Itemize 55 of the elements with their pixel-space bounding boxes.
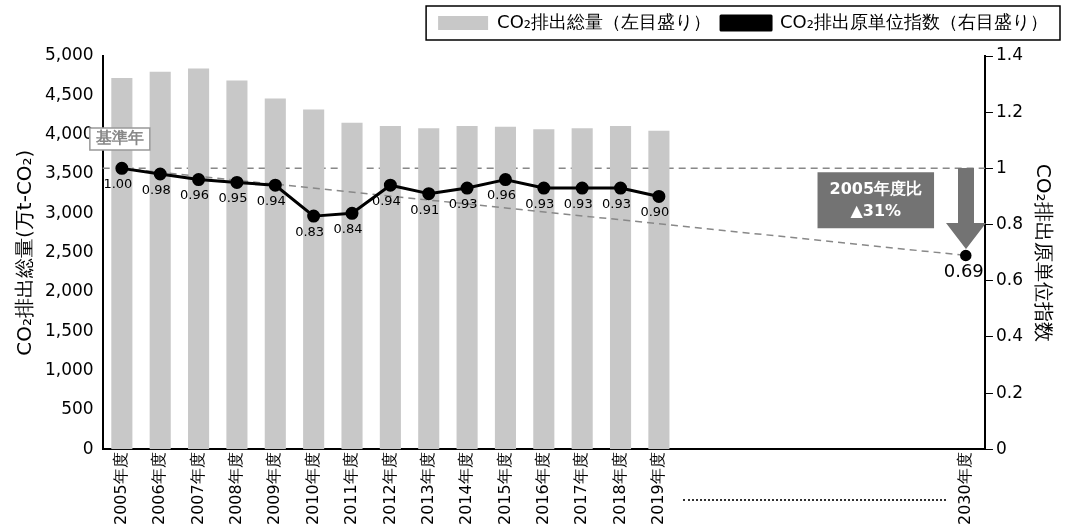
y2-tick-label: 0.6 [995,269,1024,290]
y-tick-label: 5,000 [45,44,94,65]
y-tick-label: 2,000 [45,280,94,301]
x-tick-label: 2008年度 [226,452,246,525]
data-label: 0.93 [602,195,632,211]
y2-tick-label: 1 [995,156,1007,177]
data-label: 0.91 [410,201,440,217]
y-tick-label: 500 [61,398,94,419]
x-tick-label: 2014年度 [456,452,476,525]
y-tick-label: 0 [82,437,94,458]
data-label: 0.93 [563,195,593,211]
y-tick-label: 3,000 [45,201,94,222]
data-label: 0.93 [448,195,478,211]
x-tick-label: 2030年度 [954,452,974,525]
data-label: 1.00 [103,176,133,192]
data-label: 0.98 [141,181,171,197]
y2-tick-label: 0.8 [995,212,1024,233]
y-tick-label: 2,500 [45,241,94,262]
data-label: 0.94 [256,193,286,209]
annotation: 2005年度比 ▲31% [829,178,923,220]
x-tick-label: 2006年度 [149,452,169,525]
y2-tick-label: 1.4 [995,44,1024,65]
x-tick-label: 2007年度 [187,452,207,525]
x-tick-label: 2017年度 [571,452,591,525]
y-tick-label: 3,500 [45,162,94,183]
annotation: 基準年 [94,128,144,148]
x-tick-label: 2013年度 [417,452,437,525]
x-tick-label: 2011年度 [341,452,361,525]
y2-tick-label: 0.4 [995,325,1024,346]
data-label: 0.96 [486,187,516,203]
x-tick-label: 2012年度 [379,452,399,525]
x-tick-label: 2016年度 [532,452,552,525]
y2-tick-label: 0 [995,437,1007,458]
y-tick-label: 1,500 [45,319,94,340]
x-tick-label: 2015年度 [494,452,514,525]
y-tick-label: 4,500 [45,83,94,104]
data-label: 0.90 [640,204,670,220]
data-label: 0.93 [525,195,555,211]
x-tick-label: 2009年度 [264,452,284,525]
legend-label: CO₂排出原単位指数（右目盛り） [780,10,1048,32]
x-tick-label: 2018年度 [609,452,629,525]
x-tick-label: 2005年度 [111,452,130,525]
data-label: 0.84 [333,221,363,237]
y-tick-label: 1,000 [45,359,94,380]
data-label: 0.95 [218,190,248,206]
y2-tick-label: 1.2 [995,100,1024,121]
y2-axis-title: CO₂排出原単位指数 [1031,163,1056,342]
y2-tick-label: 0.2 [995,381,1024,402]
x-tick-label: 2010年度 [302,452,322,525]
data-label: 0.69 [943,260,984,282]
legend-label: CO₂排出総量（左目盛り） [497,10,712,32]
y-axis-title: CO₂排出総量(万t-CO₂) [12,149,37,356]
data-label: 0.83 [295,224,325,239]
data-label: 0.96 [180,187,210,203]
x-tick-label: 2019年度 [648,452,668,525]
